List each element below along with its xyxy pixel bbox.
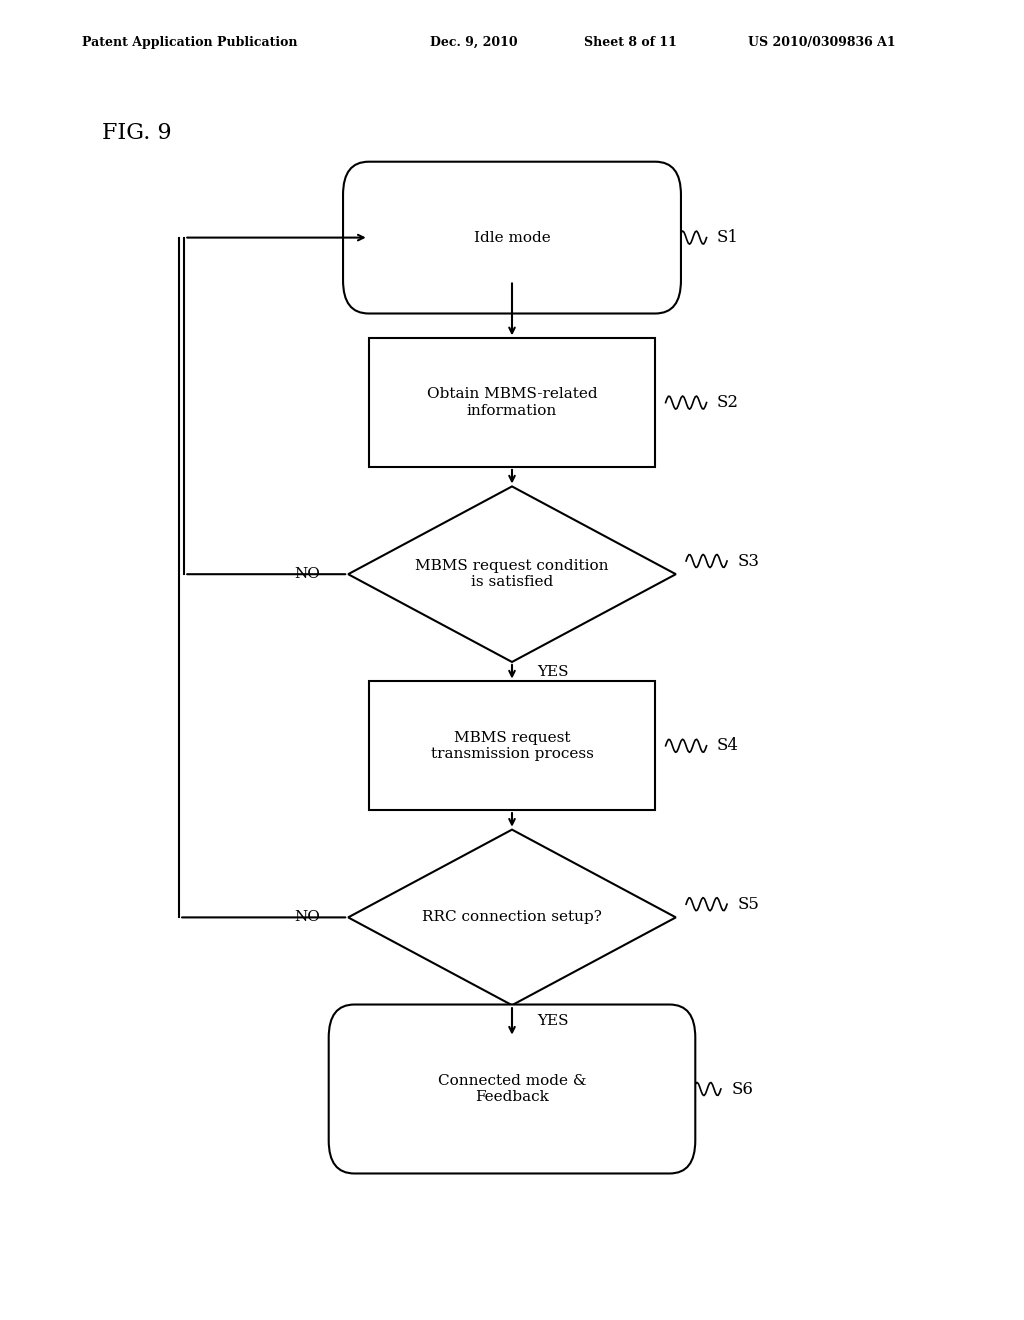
Text: S5: S5 [737, 896, 759, 912]
Text: Patent Application Publication: Patent Application Publication [82, 36, 297, 49]
Text: FIG. 9: FIG. 9 [102, 121, 172, 144]
Text: S2: S2 [717, 395, 738, 411]
Text: S3: S3 [737, 553, 759, 569]
FancyBboxPatch shape [369, 681, 655, 810]
Text: S6: S6 [731, 1081, 753, 1097]
Text: Idle mode: Idle mode [474, 231, 550, 244]
FancyBboxPatch shape [343, 162, 681, 314]
Text: MBMS request
transmission process: MBMS request transmission process [430, 731, 594, 760]
Text: RRC connection setup?: RRC connection setup? [422, 911, 602, 924]
Text: NO: NO [294, 911, 321, 924]
Text: YES: YES [538, 665, 568, 678]
Text: US 2010/0309836 A1: US 2010/0309836 A1 [748, 36, 895, 49]
Text: S1: S1 [717, 230, 738, 246]
Text: YES: YES [538, 1014, 568, 1028]
Text: Sheet 8 of 11: Sheet 8 of 11 [584, 36, 677, 49]
Text: MBMS request condition
is satisfied: MBMS request condition is satisfied [416, 560, 608, 589]
Polygon shape [348, 487, 676, 663]
Text: Dec. 9, 2010: Dec. 9, 2010 [430, 36, 518, 49]
Text: Obtain MBMS-related
information: Obtain MBMS-related information [427, 388, 597, 417]
FancyBboxPatch shape [329, 1005, 695, 1173]
Text: Connected mode &
Feedback: Connected mode & Feedback [437, 1074, 587, 1104]
Text: S4: S4 [717, 738, 738, 754]
FancyBboxPatch shape [369, 338, 655, 467]
Text: NO: NO [294, 568, 321, 581]
Polygon shape [348, 830, 676, 1006]
